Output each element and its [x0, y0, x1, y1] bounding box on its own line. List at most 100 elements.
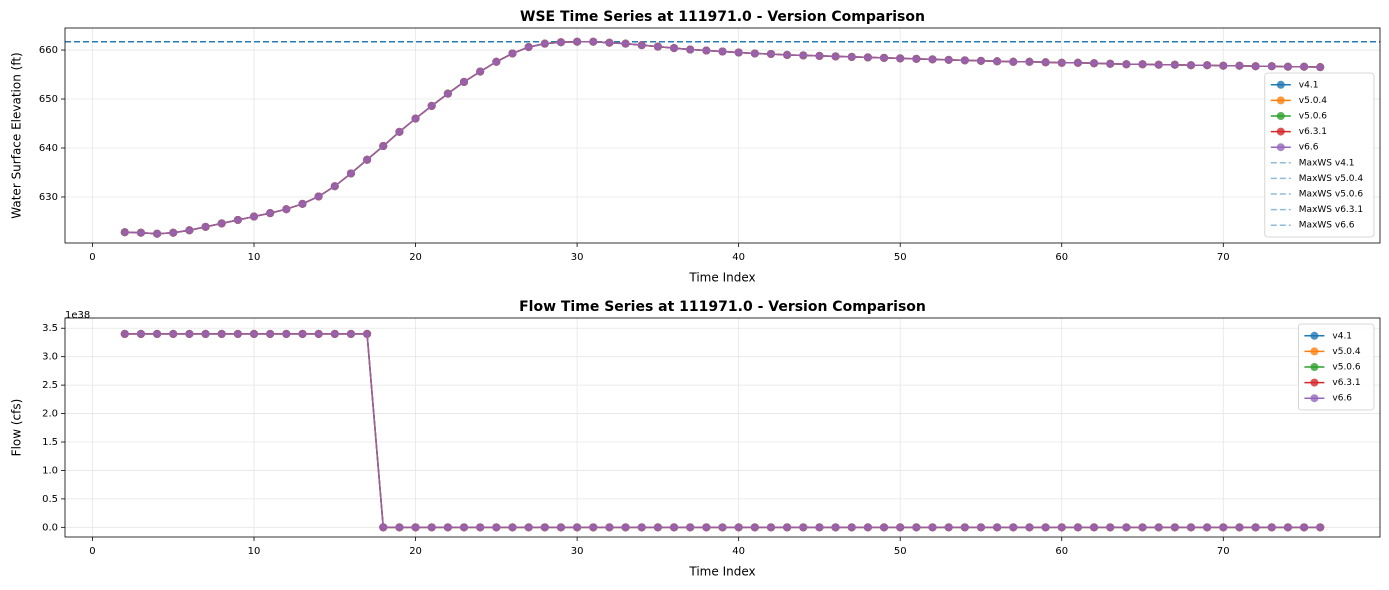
series-line: [124, 333, 1321, 529]
data-point: [476, 523, 485, 532]
y-tick-label: 1.0: [42, 465, 58, 476]
y-tick-label: 630: [39, 192, 58, 203]
data-point: [282, 205, 291, 214]
y-axis-label: Flow (cfs): [10, 399, 24, 457]
legend-marker: [1276, 127, 1285, 136]
y-tick-label: 3.5: [42, 323, 58, 334]
x-tick-label: 60: [1055, 546, 1068, 557]
data-point: [573, 523, 582, 532]
data-point: [734, 523, 743, 532]
chart-title: WSE Time Series at 111971.0 - Version Co…: [520, 9, 925, 25]
data-point: [524, 523, 533, 532]
data-point: [266, 209, 275, 218]
data-point: [928, 55, 937, 64]
data-point: [799, 523, 808, 532]
legend-label: v4.1: [1332, 331, 1352, 341]
data-point: [330, 329, 339, 338]
series-line: [124, 333, 1321, 529]
data-point: [605, 38, 614, 47]
data-point: [1090, 523, 1099, 532]
x-tick-label: 50: [894, 546, 907, 557]
y-axis-label: Water Surface Elevation (ft): [10, 52, 24, 218]
y-tick-label: 640: [39, 143, 58, 154]
data-point: [1170, 523, 1179, 532]
data-point: [847, 523, 856, 532]
data-point: [1267, 62, 1276, 71]
data-point: [540, 39, 549, 48]
x-axis-label: Time Index: [688, 271, 755, 285]
legend: v4.1 v5.0.4 v5.0.6 v6.3.1 v6.6 MaxWS v4.1 MaxW…: [1264, 72, 1375, 238]
data-point: [330, 182, 339, 191]
data-point: [427, 101, 436, 110]
x-tick-label: 0: [89, 546, 95, 557]
axes-frame: [64, 317, 1381, 538]
legend-label: v5.0.4: [1299, 96, 1328, 106]
data-point: [1251, 62, 1260, 71]
data-point: [1009, 523, 1018, 532]
data-point: [250, 212, 259, 221]
data-point: [556, 523, 565, 532]
data-point: [863, 53, 872, 62]
data-point: [1267, 523, 1276, 532]
data-point: [1154, 523, 1163, 532]
data-point: [1041, 523, 1050, 532]
data-point: [1138, 60, 1147, 69]
data-point: [1057, 58, 1066, 67]
data-point: [573, 37, 582, 46]
data-point: [346, 169, 355, 178]
series-line: [124, 333, 1321, 529]
data-point: [556, 38, 565, 47]
data-point: [718, 523, 727, 532]
data-point: [1203, 523, 1212, 532]
data-point: [460, 77, 469, 86]
axes-frame: [64, 27, 1381, 244]
data-point: [702, 523, 711, 532]
legend-marker: [1310, 347, 1319, 356]
data-point: [379, 142, 388, 151]
data-point: [492, 523, 501, 532]
data-point: [233, 215, 242, 224]
legend-label: v4.1: [1299, 80, 1319, 90]
data-point: [314, 192, 323, 201]
data-point: [976, 523, 985, 532]
data-point: [1090, 59, 1099, 68]
y-tick-label: 1.5: [42, 437, 58, 448]
data-point: [1025, 57, 1034, 66]
legend-box: [1298, 323, 1375, 411]
data-point: [589, 37, 598, 46]
data-point: [1283, 62, 1292, 71]
data-point: [411, 523, 420, 532]
data-point: [411, 114, 420, 123]
data-point: [1251, 523, 1260, 532]
data-point: [815, 523, 824, 532]
y-tick-label: 3.0: [42, 352, 58, 363]
legend-marker: [1310, 331, 1319, 340]
data-point: [960, 56, 969, 65]
data-point: [896, 523, 905, 532]
data-point: [993, 57, 1002, 66]
data-point: [912, 523, 921, 532]
legend-label: v6.3.1: [1299, 127, 1327, 137]
data-point: [346, 329, 355, 338]
legend-marker: [1310, 394, 1319, 403]
data-point: [266, 329, 275, 338]
y-tick-label: 0.5: [42, 494, 58, 505]
data-point: [1073, 58, 1082, 67]
data-point: [298, 329, 307, 338]
data-point: [1316, 63, 1325, 72]
legend-label: MaxWS v6.3.1: [1299, 205, 1363, 215]
data-point: [863, 523, 872, 532]
legend-label: v5.0.4: [1332, 347, 1361, 357]
legend-marker: [1276, 80, 1285, 89]
data-point: [427, 523, 436, 532]
data-point: [766, 523, 775, 532]
data-point: [653, 523, 662, 532]
legend-label: v5.0.6: [1299, 112, 1328, 122]
series-line: [124, 333, 1321, 529]
data-point: [169, 329, 178, 338]
data-point: [185, 329, 194, 338]
data-point: [120, 228, 129, 237]
data-point: [912, 54, 921, 63]
legend-label: v6.6: [1332, 394, 1352, 404]
legend-label: MaxWS v4.1: [1299, 158, 1355, 168]
